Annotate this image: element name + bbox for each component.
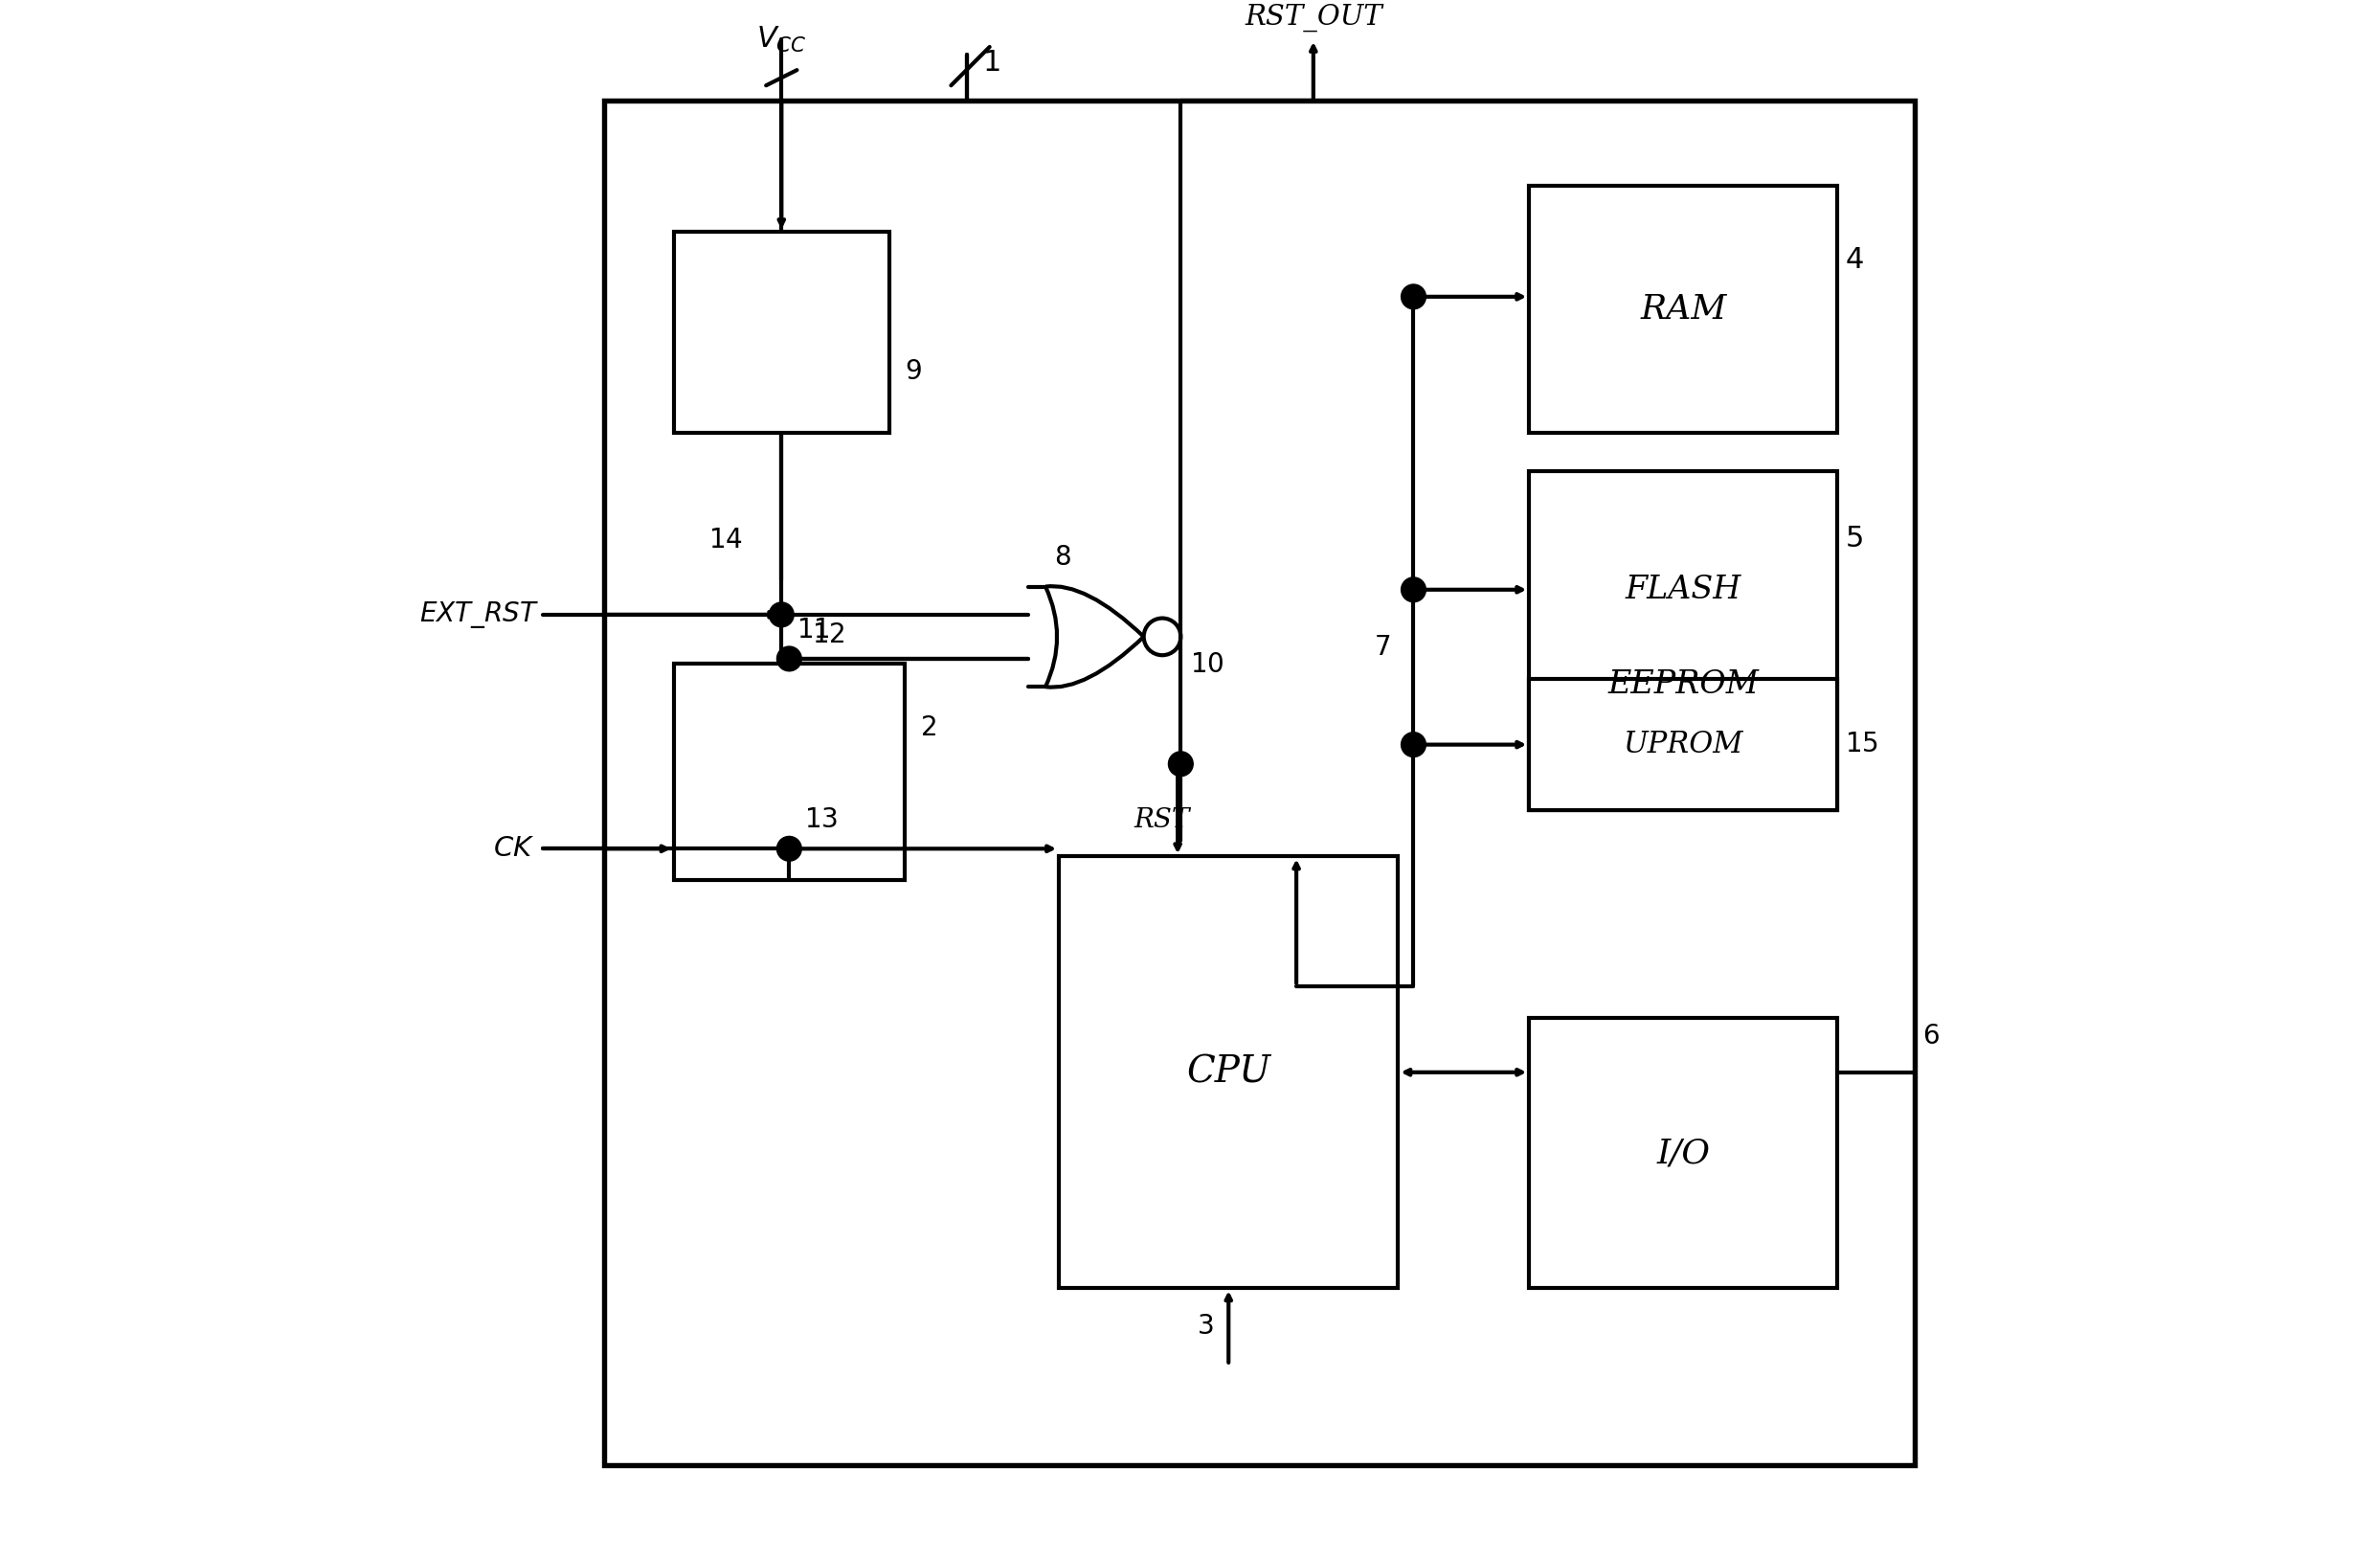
- Text: $V_{CC}$: $V_{CC}$: [757, 25, 807, 55]
- FancyBboxPatch shape: [1528, 471, 1837, 810]
- FancyBboxPatch shape: [1528, 185, 1837, 433]
- Circle shape: [1402, 578, 1426, 601]
- Text: $\mathit{13}$: $\mathit{13}$: [804, 807, 838, 834]
- Text: $\mathit{10}$: $\mathit{10}$: [1190, 653, 1223, 678]
- FancyBboxPatch shape: [1528, 679, 1837, 810]
- Text: I/O: I/O: [1656, 1137, 1711, 1170]
- Text: $\mathit{15}$: $\mathit{15}$: [1845, 732, 1878, 757]
- Text: $\mathit{1}$: $\mathit{1}$: [983, 48, 1000, 78]
- Text: UPROM: UPROM: [1623, 729, 1745, 759]
- Circle shape: [1402, 732, 1426, 757]
- Text: FLASH: FLASH: [1626, 575, 1742, 605]
- Circle shape: [776, 837, 802, 862]
- Text: $\mathit{6}$: $\mathit{6}$: [1923, 1024, 1940, 1049]
- Text: $\mathit{4}$: $\mathit{4}$: [1845, 245, 1864, 274]
- Text: $\mathit{14}$: $\mathit{14}$: [709, 528, 743, 553]
- FancyBboxPatch shape: [674, 232, 890, 433]
- FancyBboxPatch shape: [605, 101, 1914, 1466]
- FancyBboxPatch shape: [1059, 857, 1397, 1288]
- Text: $\mathit{EXT\_RST}$: $\mathit{EXT\_RST}$: [419, 600, 540, 629]
- Circle shape: [769, 603, 795, 626]
- Text: EEPROM: EEPROM: [1609, 670, 1759, 700]
- Text: $\mathit{8}$: $\mathit{8}$: [1054, 545, 1071, 572]
- Circle shape: [1169, 751, 1192, 776]
- Circle shape: [1145, 619, 1180, 656]
- Text: $\mathit{9}$: $\mathit{9}$: [904, 360, 921, 385]
- Circle shape: [776, 647, 802, 671]
- Text: $\mathit{3}$: $\mathit{3}$: [1197, 1313, 1214, 1340]
- Text: $\mathit{11}$: $\mathit{11}$: [797, 617, 831, 643]
- Text: CPU: CPU: [1185, 1055, 1271, 1091]
- FancyBboxPatch shape: [1528, 1019, 1837, 1288]
- Circle shape: [1402, 285, 1426, 308]
- Text: RAM: RAM: [1640, 293, 1726, 326]
- Text: $\mathit{7}$: $\mathit{7}$: [1373, 634, 1390, 661]
- Text: RST: RST: [1135, 807, 1190, 834]
- Text: $\mathit{5}$: $\mathit{5}$: [1845, 523, 1864, 553]
- Text: RST_OUT: RST_OUT: [1245, 3, 1383, 31]
- Text: $\mathit{2}$: $\mathit{2}$: [921, 715, 935, 742]
- FancyBboxPatch shape: [674, 664, 904, 880]
- Text: $\mathit{12}$: $\mathit{12}$: [812, 622, 845, 648]
- Text: $\mathit{CK}$: $\mathit{CK}$: [493, 835, 536, 862]
